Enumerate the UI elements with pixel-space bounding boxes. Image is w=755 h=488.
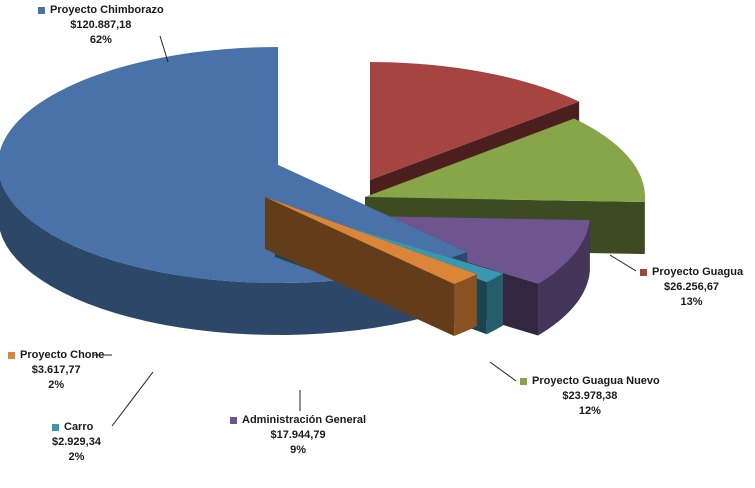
legend-swatch: [8, 352, 15, 359]
leader-line: [609, 254, 637, 272]
slice-value: $17.944,79: [270, 429, 326, 441]
slice-side: [454, 274, 477, 337]
slice-label: Proyecto Guagua Nuevo: [532, 375, 660, 387]
slice-label: Proyecto Chimborazo: [50, 4, 164, 16]
slice-percent: 62%: [89, 34, 112, 46]
slice-side: [486, 273, 504, 335]
slice-side: [538, 220, 590, 336]
legend-swatch: [52, 424, 59, 431]
slice-label: Proyecto Chone: [20, 349, 105, 361]
slice-percent: 13%: [680, 296, 703, 308]
slice-percent: 9%: [290, 444, 306, 456]
slice-top: [265, 197, 477, 285]
slice-value: $3.617,77: [31, 364, 81, 376]
data-label-3: Administración General $17.944,79 9%: [230, 413, 366, 458]
slice-wall: [265, 197, 455, 337]
slice-label: Administración General: [242, 414, 367, 426]
slice-percent: 2%: [48, 379, 65, 391]
data-label-2: Proyecto Guagua Nuevo $23.978,38 12%: [520, 374, 660, 419]
data-label-1: Proyecto Guagua $26.256,67 13%: [640, 265, 743, 310]
slice-value: $120.887,18: [70, 19, 132, 31]
slice-value: $26.256,67: [664, 281, 720, 293]
leader-line: [111, 371, 154, 427]
slice-5: [265, 197, 477, 337]
slice-top: [370, 62, 580, 180]
data-label-5: Proyecto Chone $3.617,77 2%: [8, 348, 104, 393]
legend-swatch: [640, 269, 647, 276]
slice-side: [0, 178, 468, 335]
slice-percent: 2%: [68, 451, 85, 463]
data-label-0: Proyecto Chimborazo $120.887,18 62%: [38, 3, 164, 48]
legend-swatch: [520, 378, 527, 385]
slice-percent: 12%: [578, 405, 601, 417]
legend-swatch: [230, 417, 237, 424]
data-label-4: Carro $2.929,34 2%: [52, 420, 101, 465]
leader-line: [489, 361, 517, 382]
slice-top: [365, 118, 645, 203]
slice-label: Carro: [64, 421, 94, 433]
slice-top: [0, 47, 468, 283]
legend-swatch: [38, 7, 45, 14]
leader-line: [159, 35, 169, 63]
slice-value: $2.929,34: [52, 436, 101, 448]
slice-value: $23.978,38: [562, 390, 618, 402]
slice-label: Proyecto Guagua: [652, 266, 744, 278]
